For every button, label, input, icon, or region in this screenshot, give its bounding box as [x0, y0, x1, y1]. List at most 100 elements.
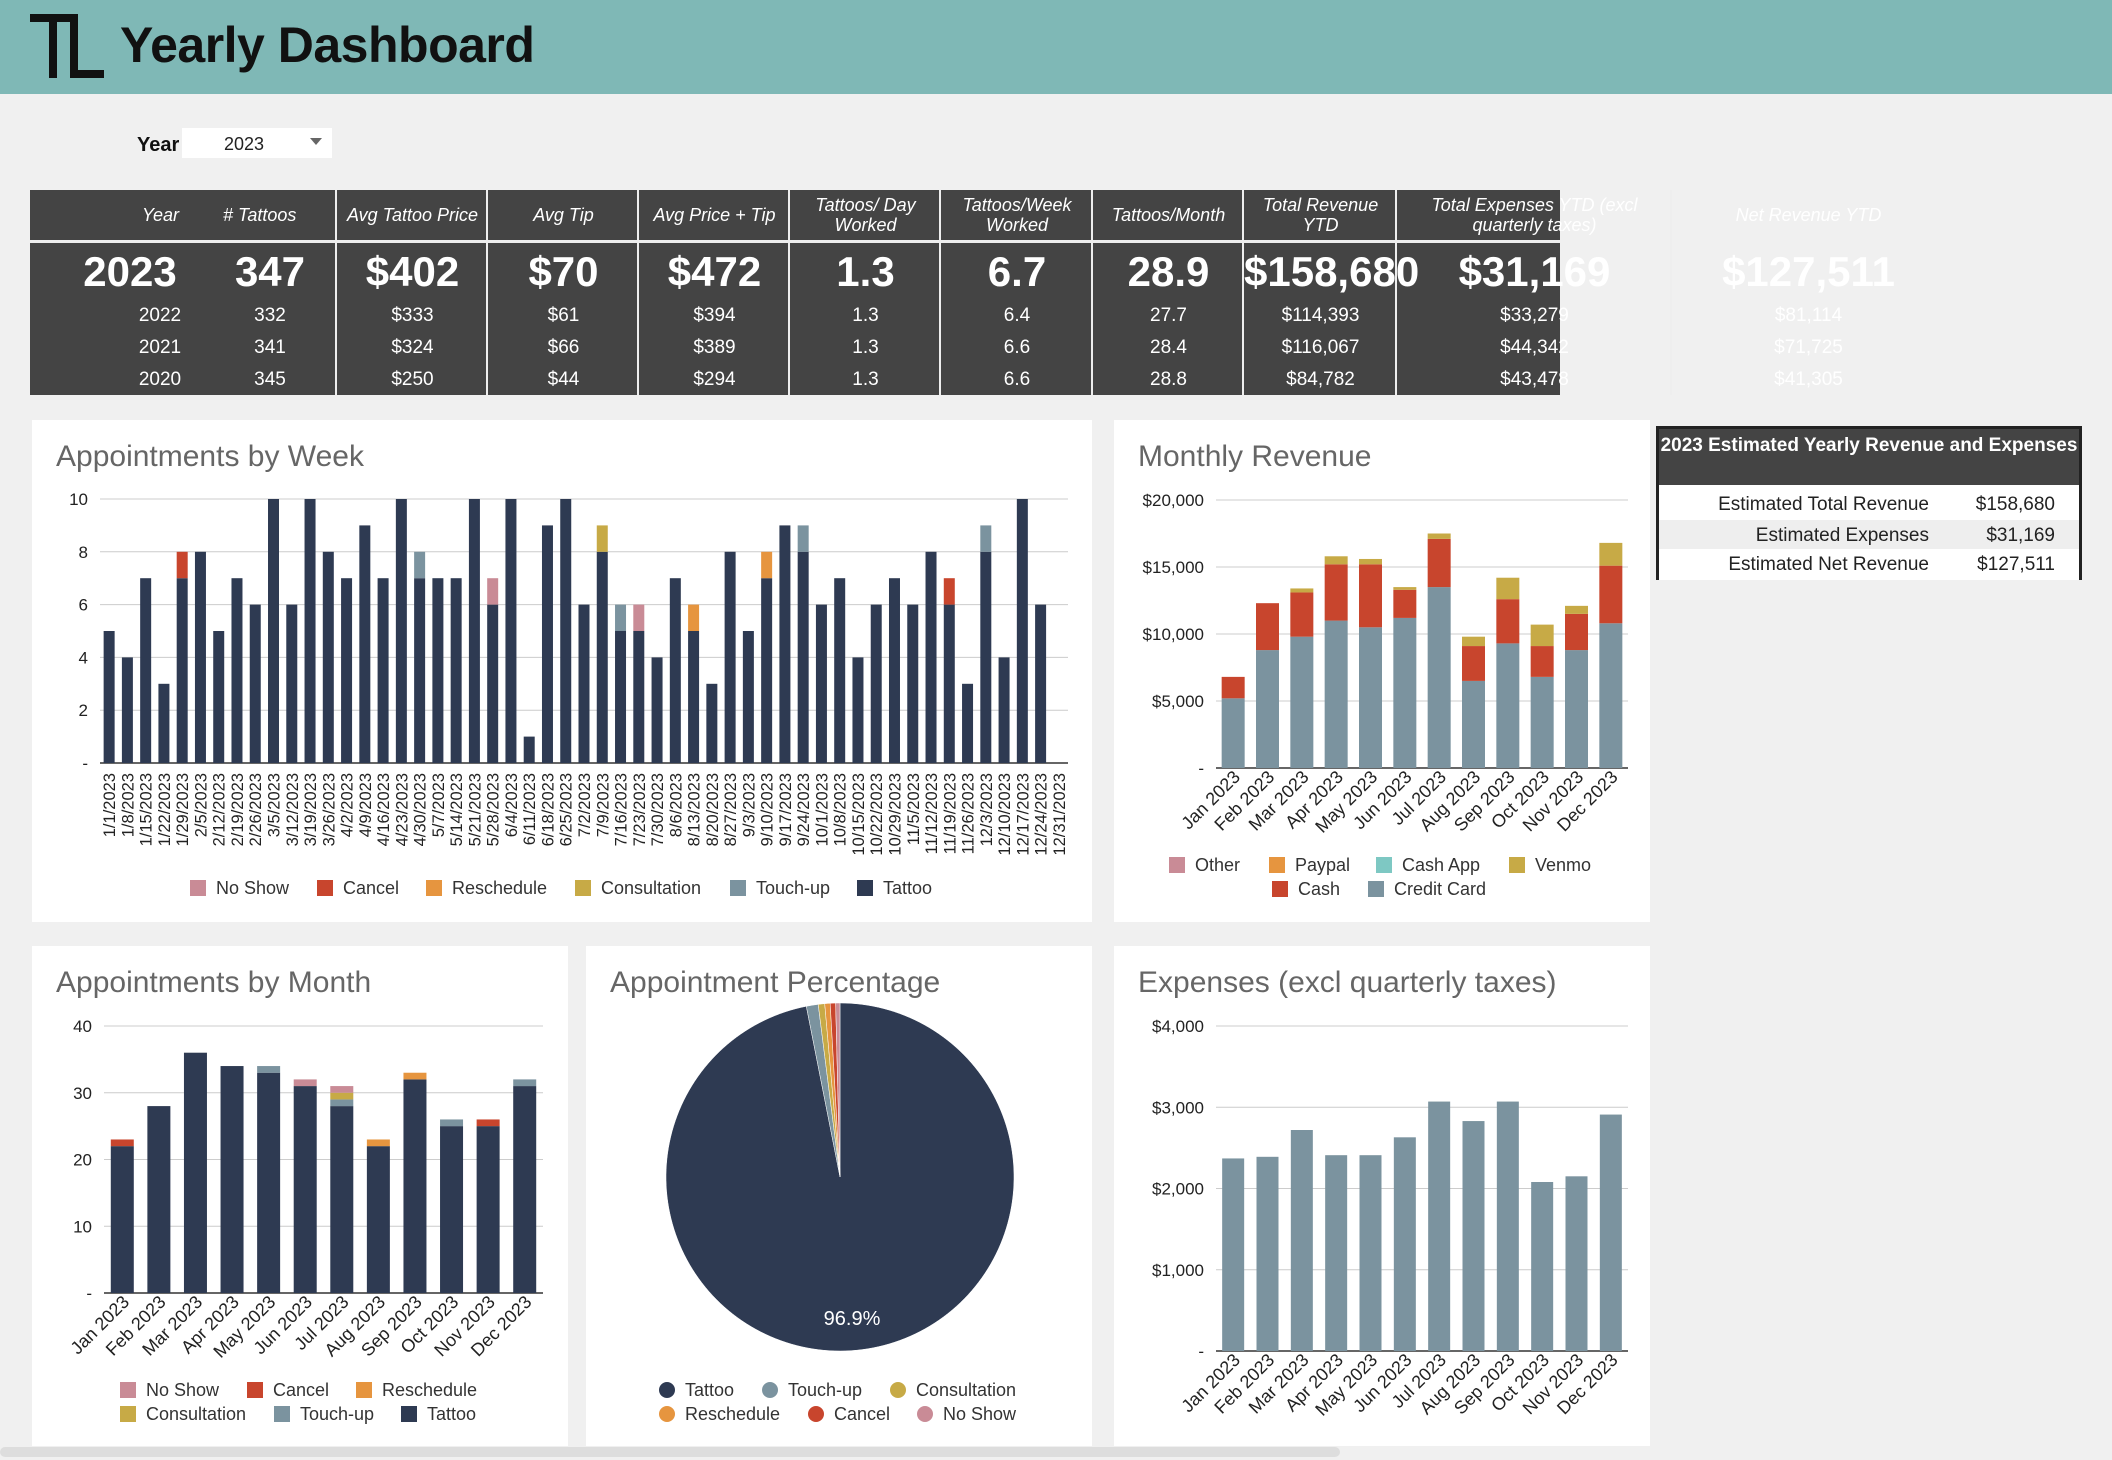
kpi-prior-value: 1.3 [852, 337, 879, 358]
legend-label: Venmo [1535, 855, 1591, 875]
kpi-column-header: Avg Tip [533, 205, 594, 225]
bar-segment [249, 604, 261, 763]
bar-segment [962, 683, 974, 763]
x-tick-label: 11/12/2023 [923, 773, 941, 854]
bar-segment [1462, 646, 1485, 681]
kpi-column-header: Tattoos/ Day Worked [815, 195, 916, 235]
bar-segment [1256, 603, 1279, 651]
bar-segment [1324, 556, 1348, 565]
bar-segment [1565, 613, 1588, 651]
kpi-header-rule [30, 240, 1560, 243]
pie-slice [835, 1002, 841, 1178]
bar [1462, 1121, 1485, 1351]
kpi-column: Avg Tattoo Price $402 $333 $324 $250 [335, 190, 488, 395]
bar-segment [1599, 542, 1623, 566]
bar-segment [834, 578, 846, 763]
bar-segment [1496, 643, 1520, 768]
legend-label: Cash App [1402, 855, 1480, 875]
x-tick-label: 6/18/2023 [539, 773, 557, 846]
bar-segment [293, 1079, 317, 1087]
legend-label: Consultation [146, 1404, 246, 1424]
kpi-prior-value: 1.3 [852, 369, 879, 390]
bar-segment [980, 551, 992, 763]
x-tick-label: 3/12/2023 [284, 773, 302, 846]
bar-segment [1359, 558, 1382, 565]
x-tick-label: 8/13/2023 [686, 773, 704, 846]
legend-swatch [1272, 881, 1288, 897]
chart-title: Appointments by Month [56, 966, 372, 999]
x-tick-label: 9/24/2023 [795, 773, 813, 846]
year-select-value: 2023 [224, 134, 265, 154]
year-filter-label: Year [137, 134, 180, 156]
x-tick-label: 9/3/2023 [740, 773, 758, 837]
legend-swatch [659, 1382, 675, 1398]
chart-appointment-percentage: 96.9% Tattoo Touch-up Consultation Reschedul… [659, 1002, 1017, 1424]
kpi-year-current: 2023 [83, 248, 177, 295]
legend-swatch [730, 880, 746, 896]
bar-segment [797, 525, 809, 552]
bar-segment [220, 1066, 244, 1293]
estimate-row: Estimated Expenses $31,169 [1659, 520, 2079, 551]
bar-segment [286, 604, 298, 763]
bar-segment [513, 1086, 537, 1293]
bar-segment [487, 578, 499, 605]
x-tick-label: 7/23/2023 [631, 773, 649, 846]
x-tick-label: 4/30/2023 [412, 773, 430, 846]
bar-segment [110, 1139, 134, 1147]
bar-segment [231, 578, 243, 763]
kpi-current-value: $158,680 [1244, 248, 1420, 295]
bar-segment [797, 551, 809, 763]
bar-segment [1530, 624, 1554, 647]
kpi-current-value: 28.9 [1127, 248, 1210, 295]
chevron-down-icon[interactable] [310, 138, 322, 145]
x-tick-label: 5/21/2023 [466, 773, 484, 846]
horizontal-scrollbar[interactable] [0, 1447, 1340, 1457]
x-tick-label: 8/27/2023 [722, 773, 740, 846]
legend-label: Reschedule [685, 1404, 780, 1424]
bar-segment [761, 578, 773, 763]
x-tick-label: 12/3/2023 [978, 773, 996, 846]
y-tick-label: $15,000 [1143, 558, 1204, 577]
kpi-current-value: 1.3 [836, 248, 895, 295]
x-tick-label: 8/20/2023 [704, 773, 722, 846]
legend-label: Paypal [1295, 855, 1350, 875]
kpi-column: Avg Price + Tip $472 $394 $389 $294 [637, 190, 790, 395]
kpi-current-value: $402 [365, 248, 460, 295]
kpi-prior-value: 6.6 [1003, 369, 1031, 390]
kpi-prior-value: $61 [547, 305, 580, 326]
bar-segment [505, 499, 517, 763]
x-tick-label: 5/7/2023 [430, 773, 448, 837]
x-tick-label: 5/14/2023 [448, 773, 466, 846]
bar-segment [140, 578, 152, 763]
bar-segment [651, 657, 663, 763]
y-tick-label: - [82, 754, 88, 773]
x-tick-label: 12/31/2023 [1051, 773, 1069, 856]
bar-segment [1016, 499, 1028, 763]
bar-segment [688, 604, 700, 631]
bar [1599, 1114, 1622, 1351]
legend-swatch [190, 880, 206, 896]
legend-swatch [401, 1406, 417, 1422]
x-tick-label: 6/4/2023 [503, 773, 521, 837]
y-tick-label: 30 [73, 1084, 92, 1103]
legend-label: Other [1195, 855, 1240, 875]
bar-segment [1290, 636, 1314, 768]
y-tick-label: $3,000 [1152, 1098, 1204, 1117]
kpi-column: Tattoos/Week Worked 6.7 6.4 6.6 6.6 [939, 190, 1093, 395]
legend-label: Consultation [916, 1380, 1016, 1400]
y-tick-label: 40 [73, 1017, 92, 1036]
bar-segment [341, 578, 353, 763]
year-select[interactable]: 2023 [182, 128, 332, 158]
legend-swatch [575, 880, 591, 896]
y-tick-label: - [1198, 1342, 1204, 1361]
legend-label: Touch-up [756, 878, 830, 898]
legend-swatch [1169, 857, 1185, 873]
panel-expenses: Expenses (excl quarterly taxes) - $1,000 $… [1114, 946, 1650, 1446]
bar-segment [779, 525, 791, 763]
bar [1222, 1158, 1245, 1351]
x-tick-label: 11/19/2023 [941, 773, 959, 854]
bar-segment [706, 683, 718, 763]
kpi-header-tattoos: # Tattoos [223, 205, 297, 225]
bar-segment [366, 1146, 390, 1293]
x-tick-label: 9/17/2023 [777, 773, 795, 846]
